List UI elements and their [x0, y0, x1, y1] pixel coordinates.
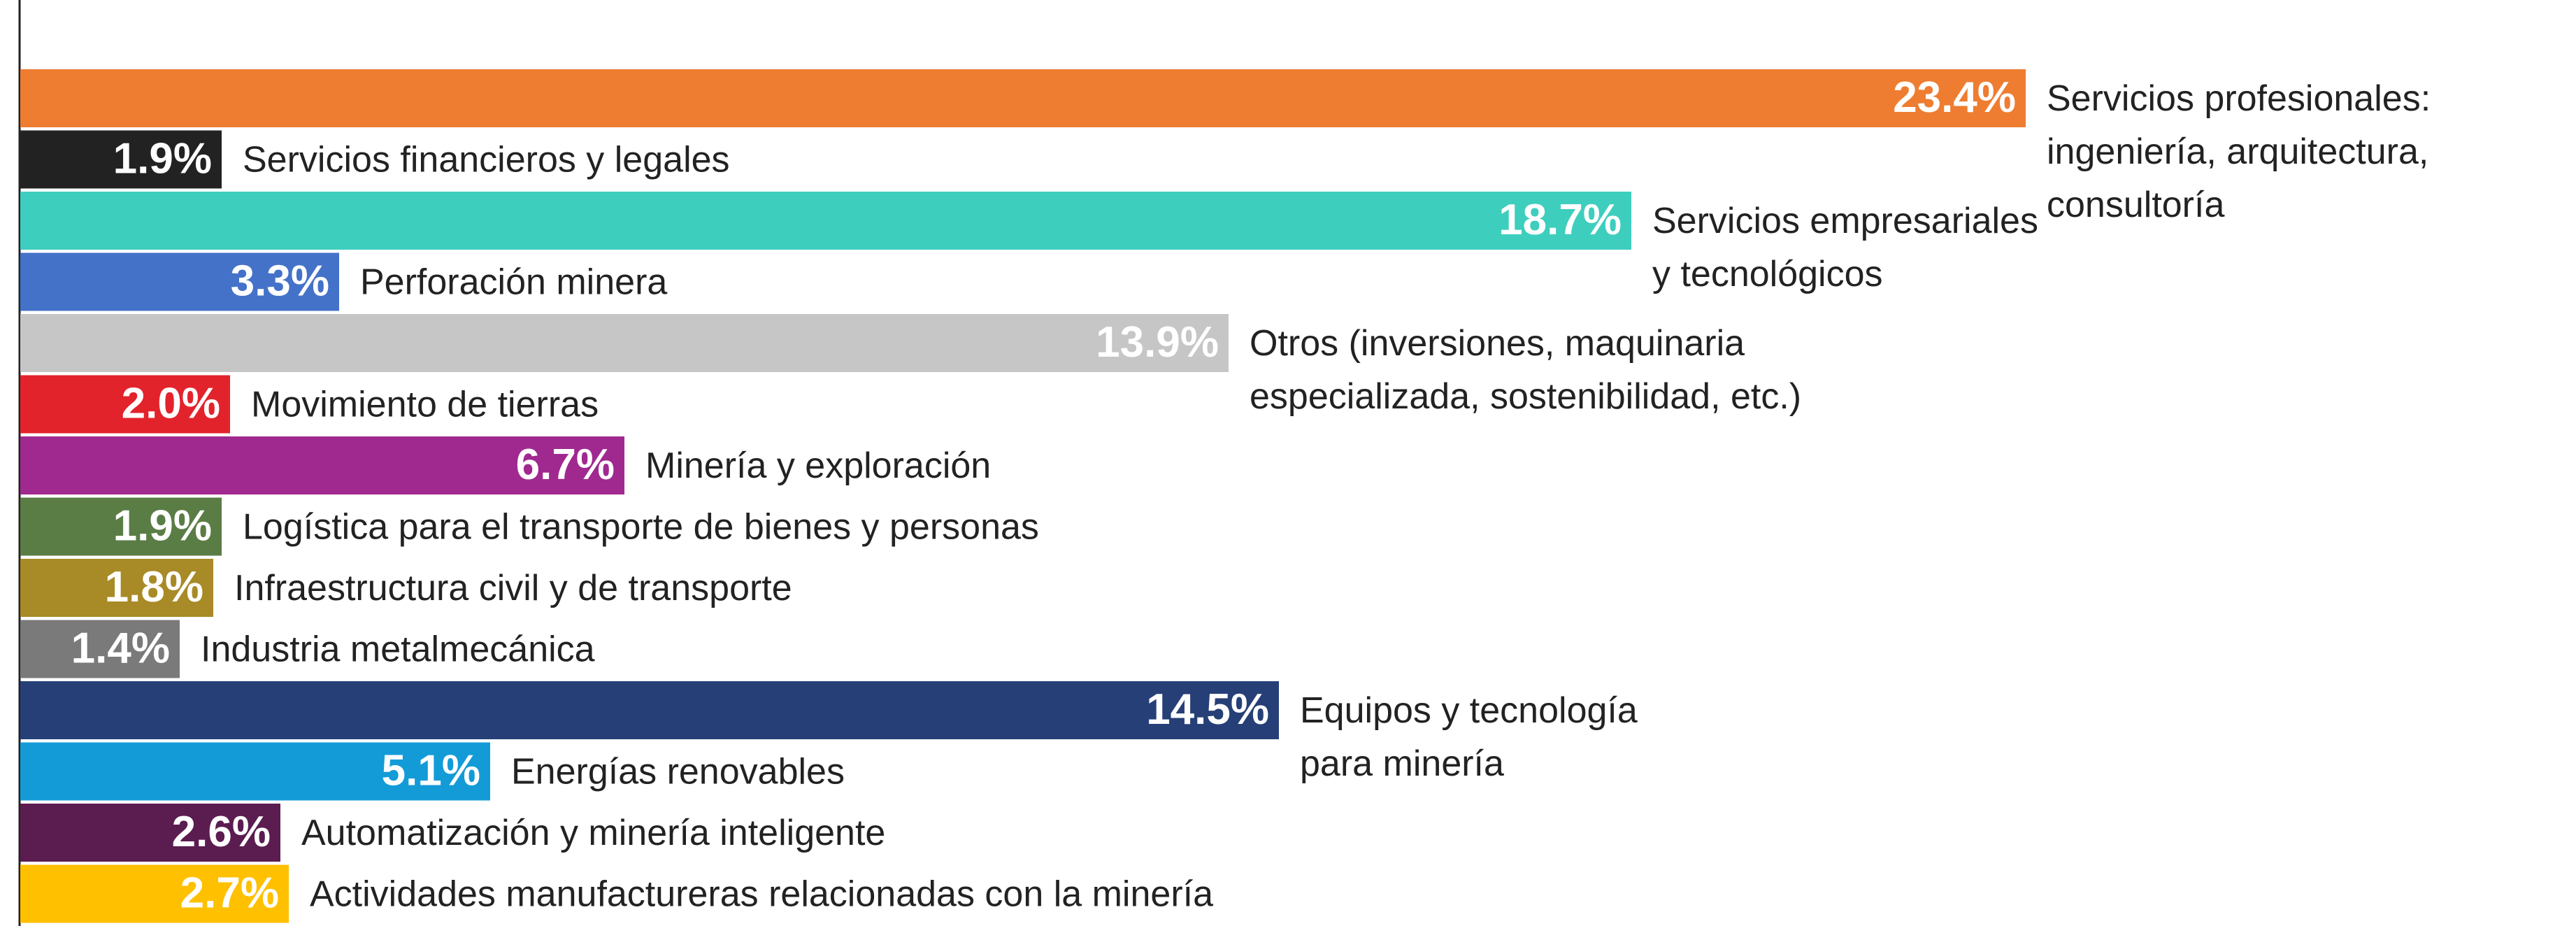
value-label: 13.9%	[1096, 318, 1219, 366]
bar	[20, 375, 230, 434]
bar	[20, 620, 180, 678]
bar	[20, 436, 624, 494]
bar	[20, 864, 289, 923]
bar	[20, 314, 1229, 372]
value-label: 6.7%	[516, 441, 615, 489]
bar	[20, 804, 280, 862]
value-label: 23.4%	[1893, 73, 2016, 122]
bar	[20, 497, 222, 556]
category-label: Infraestructura civil y de transporte	[234, 568, 792, 608]
category-label: para minería	[1300, 743, 1504, 784]
value-label: 18.7%	[1498, 196, 1622, 244]
category-label: Energías renovables	[511, 752, 845, 792]
value-label: 1.8%	[105, 563, 203, 611]
bar	[20, 681, 1279, 739]
value-label: 1.9%	[113, 501, 212, 550]
category-label: consultoría	[2047, 185, 2224, 225]
category-label: ingeniería, arquitectura,	[2047, 131, 2428, 172]
value-label: 5.1%	[382, 746, 480, 795]
value-label: 2.0%	[122, 379, 220, 427]
category-label: Logística para el transporte de bienes y…	[243, 507, 1039, 548]
value-label: 2.6%	[172, 808, 271, 856]
bar	[20, 742, 490, 801]
value-label: 1.4%	[71, 624, 170, 672]
category-label: especializada, sostenibilidad, etc.)	[1250, 376, 1801, 417]
category-label: Perforación minera	[360, 262, 667, 303]
category-label: Actividades manufactureras relacionadas …	[310, 874, 1213, 915]
bar	[20, 130, 222, 189]
category-label: Movimiento de tierras	[251, 385, 599, 425]
value-label: 14.5%	[1146, 685, 1269, 734]
value-label: 2.7%	[180, 869, 279, 917]
bar	[20, 69, 2026, 127]
category-label: Industria metalmecánica	[201, 629, 595, 670]
category-label: Automatización y minería inteligente	[301, 813, 885, 853]
bar	[20, 559, 213, 617]
bar	[20, 192, 1631, 250]
bar	[20, 252, 339, 311]
value-label: 3.3%	[231, 257, 329, 305]
category-label: Minería y exploración	[645, 446, 991, 486]
value-label: 1.9%	[113, 134, 212, 183]
category-label: Servicios empresariales	[1652, 201, 2038, 241]
category-label: Servicios financieros y legales	[243, 140, 730, 180]
category-label: y tecnológicos	[1652, 254, 1883, 294]
category-label: Servicios profesionales:	[2047, 78, 2431, 119]
category-label: Equipos y tecnología	[1300, 690, 1638, 731]
category-label: Otros (inversiones, maquinaria	[1250, 323, 1745, 364]
